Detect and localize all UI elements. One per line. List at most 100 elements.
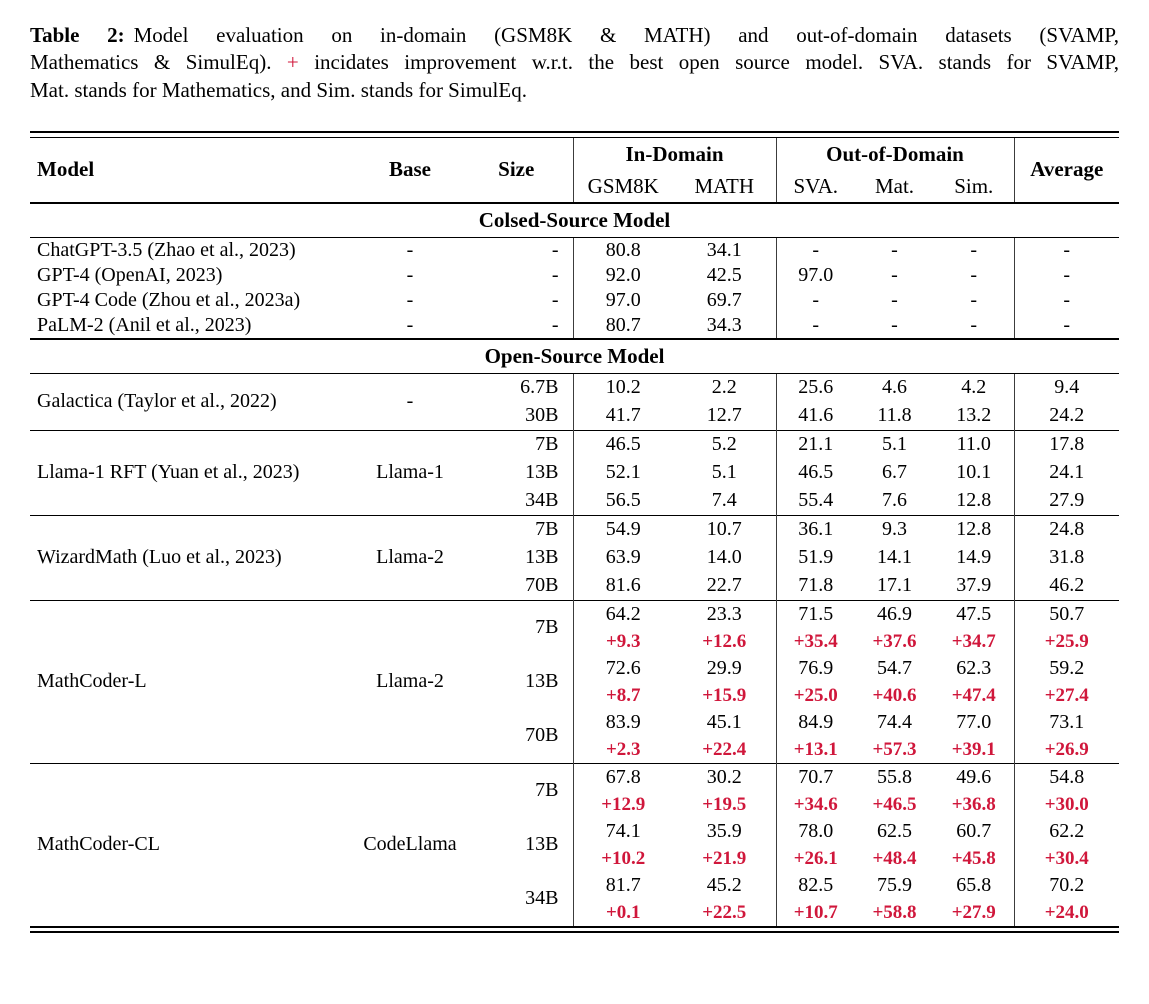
model-name-cell: Galactica (Taylor et al., 2022) — [37, 390, 277, 413]
model-result-row: 13B 63.9 14.0 51.9 14.1 14.9 31.8 — [30, 543, 1120, 572]
caption-text-2b: incidates improvement w.r.t. the best op… — [298, 50, 1119, 75]
score-cell: 9.4 — [1013, 373, 1120, 402]
model-result-row: 70B 83.9 45.1 84.9 74.4 77.0 73.1 — [30, 708, 1120, 746]
score-cell: 4.2 — [961, 376, 987, 399]
model-result-row: Llama-1 RFT (Yuan et al., 2023) Llama-1 7B… — [30, 429, 1120, 516]
score-cell: 46.2 — [1013, 571, 1120, 601]
model-result-row: 13B 52.1 5.1 46.5 6.7 10.1 24.1 — [30, 458, 1120, 487]
score-cell: 12.7 — [706, 404, 742, 427]
score-cell: 80.7 — [572, 312, 673, 339]
base-model-cell: Llama-2 — [360, 514, 460, 601]
improvement-cell: +12.6 — [702, 630, 747, 652]
model-result-row: 13B 72.6 29.9 76.9 54.7 62.3 59.2 — [30, 654, 1120, 692]
base-model-cell: Llama-1 — [360, 429, 460, 516]
score-cell: 81.6 — [572, 571, 673, 601]
score-cell: 14.9 — [956, 546, 992, 569]
score-cell: 23.3 — [673, 599, 776, 629]
header-mat: Mat. — [874, 173, 915, 198]
score-cell: 46.5 — [775, 458, 855, 487]
improvement-cell: +47.4 — [951, 684, 996, 706]
score-cell: 56.5 — [572, 486, 673, 516]
score-cell: 14.1 — [877, 546, 912, 569]
score-cell: 21.1 — [775, 429, 855, 459]
score-cell: 50.7 — [1013, 599, 1120, 629]
size-cell: 6.7B — [520, 376, 559, 399]
score-cell: 62.3 — [956, 657, 992, 680]
improvement-cell: +27.4 — [1013, 682, 1120, 709]
score-cell: 49.6 — [934, 762, 1015, 792]
score-cell: 7.6 — [882, 489, 907, 512]
table-bottom-double-rule — [30, 925, 1119, 933]
score-cell: 35.9 — [706, 820, 742, 843]
score-cell: 29.9 — [706, 657, 742, 680]
score-cell: 60.7 — [956, 820, 992, 843]
score-cell: - — [1013, 237, 1120, 263]
score-cell: 24.2 — [1013, 401, 1120, 431]
model-result-row: 34B 81.7 45.2 82.5 75.9 65.8 70.2 — [30, 871, 1120, 909]
improvement-cell: +8.7 — [572, 682, 673, 709]
improvement-row: +8.7 +15.9 +25.0 +40.6 +47.4 +27.4 — [30, 682, 1120, 709]
base-model-cell: - — [406, 238, 414, 261]
size-cell: 30B — [525, 404, 559, 427]
improvement-cell: +10.7 — [775, 899, 855, 926]
improvement-cell: +35.4 — [775, 628, 855, 655]
score-cell: 24.1 — [1013, 458, 1120, 487]
model-result-row: Galactica (Taylor et al., 2022) - 6.7B 10.2… — [30, 373, 1120, 412]
model-result-row: GPT-4 Code (Zhou et al., 2023a) - -97.0 69.… — [30, 287, 1120, 313]
size-cell: 7B — [460, 599, 573, 655]
model-name-cell: MathCoder-CL — [30, 762, 360, 926]
score-cell: - — [891, 238, 898, 261]
score-cell: 17.1 — [877, 574, 912, 597]
score-cell: 46.5 — [572, 429, 673, 459]
score-cell: 54.8 — [1013, 762, 1120, 792]
model-name-cell: GPT-4 (OpenAI, 2023) — [37, 263, 223, 286]
caption-text-1: Model evaluation on in-domain (GSM8K & M… — [133, 23, 1119, 47]
improvement-cell: +10.2 — [572, 845, 673, 872]
score-cell: 71.5 — [775, 599, 855, 629]
score-cell: 64.2 — [572, 599, 673, 629]
improvement-cell: +22.4 — [702, 738, 747, 760]
header-in-domain: In-Domain — [572, 137, 776, 171]
score-cell: - — [891, 263, 898, 286]
model-result-row: 30B 41.7 12.7 41.6 11.8 13.2 24.2 — [30, 401, 1120, 431]
improvement-cell: +21.9 — [702, 847, 747, 869]
score-cell: 72.6 — [572, 654, 673, 683]
improvement-cell: +45.8 — [951, 847, 996, 869]
score-cell: 47.5 — [934, 599, 1015, 629]
score-cell: 70.7 — [775, 762, 855, 792]
improvement-cell: +2.3 — [572, 736, 673, 764]
model-name-cell: ChatGPT-3.5 (Zhao et al., 2023) — [37, 238, 296, 261]
score-cell: 51.9 — [775, 543, 855, 572]
improvement-cell: +34.7 — [951, 630, 996, 652]
score-cell: 82.5 — [775, 871, 855, 900]
caption-text-3: Mat. stands for Mathematics, and Sim. st… — [30, 77, 527, 102]
improvement-cell: +36.8 — [951, 793, 996, 815]
improvement-cell: +12.9 — [572, 791, 673, 818]
model-result-row: PaLM-2 (Anil et al., 2023) - -80.7 34.3- - - - — [30, 312, 1120, 339]
size-cell: - — [551, 263, 559, 286]
score-cell: 27.9 — [1013, 486, 1120, 516]
score-cell: - — [775, 312, 855, 339]
improvement-cell: +57.3 — [872, 738, 917, 760]
section-row: Open-Source Model — [30, 337, 1120, 374]
model-name-cell: MathCoder-L — [30, 599, 360, 764]
score-cell: 31.8 — [1013, 543, 1120, 572]
score-cell: 92.0 — [572, 262, 673, 288]
improvement-cell: +15.9 — [702, 684, 747, 706]
size-cell: 13B — [525, 546, 559, 569]
score-cell: 34.3 — [706, 313, 742, 336]
improvement-row: +12.9 +19.5 +34.6 +46.5 +36.8 +30.0 — [30, 791, 1120, 818]
score-cell: 54.7 — [877, 657, 912, 680]
size-cell: 34B — [525, 887, 559, 910]
header-math: MATH — [694, 173, 754, 198]
section-row: Colsed-Source Model — [30, 201, 1120, 238]
size-cell: 7B — [460, 514, 573, 544]
improvement-cell: +26.9 — [1013, 736, 1120, 764]
score-cell: 5.1 — [711, 461, 737, 484]
score-cell: 71.8 — [775, 571, 855, 601]
score-cell: 73.1 — [1013, 708, 1120, 737]
score-cell: - — [970, 238, 978, 261]
score-cell: 46.9 — [855, 599, 934, 629]
score-cell: 74.1 — [572, 817, 673, 846]
size-cell: 13B — [525, 670, 559, 693]
